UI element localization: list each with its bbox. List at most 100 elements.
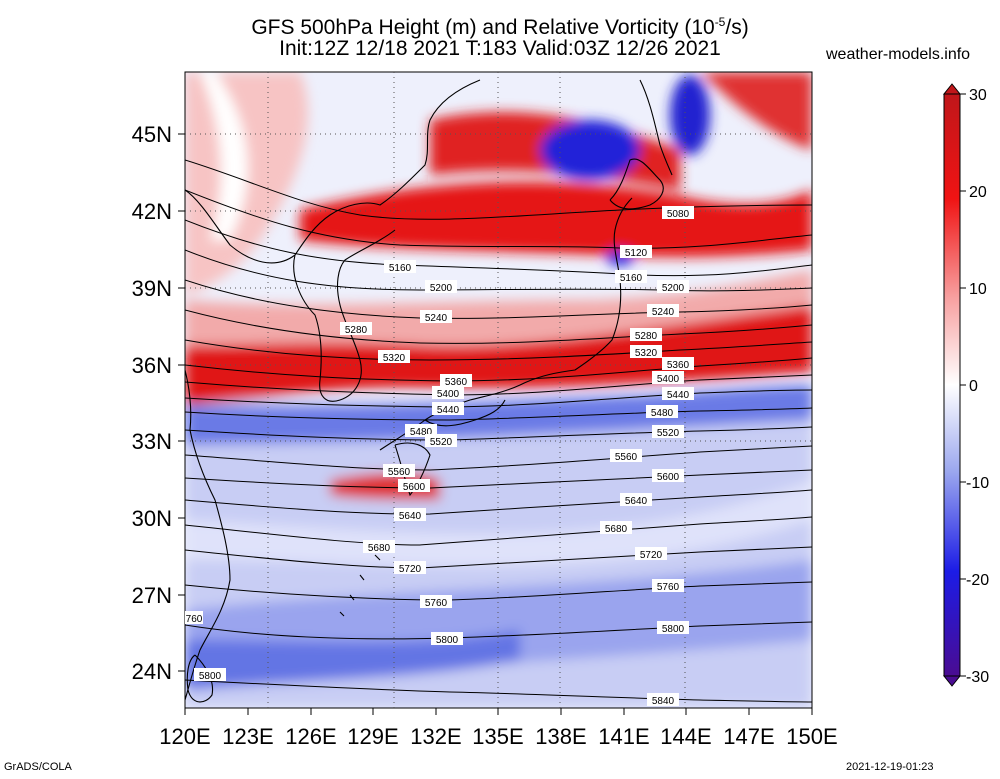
lat-label: 39N — [132, 276, 172, 301]
svg-text:5680: 5680 — [368, 543, 391, 554]
svg-text:5280: 5280 — [635, 331, 658, 342]
contour-label: 5480 — [646, 405, 678, 419]
contour-label: 5520 — [425, 434, 457, 448]
contour-label: 5720 — [394, 561, 426, 575]
lon-label: 147E — [723, 724, 774, 749]
lat-label: 24N — [132, 659, 172, 684]
svg-text:5520: 5520 — [430, 437, 453, 448]
site-credit: weather-models.info — [826, 46, 971, 63]
grid-lines — [185, 72, 812, 708]
svg-text:5160: 5160 — [389, 263, 412, 274]
contour-label: 5800 — [431, 632, 463, 646]
svg-text:5320: 5320 — [635, 348, 658, 359]
contour-label: 5640 — [620, 493, 652, 507]
lon-label: 150E — [786, 724, 837, 749]
svg-text:5560: 5560 — [388, 467, 411, 478]
contour-label: 5480 — [405, 424, 437, 438]
svg-text:5360: 5360 — [667, 360, 690, 371]
svg-text:5480: 5480 — [651, 408, 674, 419]
svg-text:5840: 5840 — [652, 696, 675, 707]
contour-label: 5840 — [647, 693, 679, 707]
lat-label: 42N — [132, 199, 172, 224]
svg-text:5200: 5200 — [430, 283, 453, 294]
svg-text:5280: 5280 — [345, 325, 368, 336]
contour-label: 5560 — [383, 464, 415, 478]
lat-label: 30N — [132, 506, 172, 531]
svg-text:5320: 5320 — [383, 353, 406, 364]
contour-label: 5720 — [635, 547, 667, 561]
colorbar-label: 30 — [969, 87, 987, 104]
contour-label: 760 — [185, 611, 203, 625]
contour-label: 5280 — [340, 322, 372, 336]
contour-label: 5240 — [420, 310, 452, 324]
lon-labels: 120E 123E 126E 129E 132E 135E 138E 141E … — [159, 724, 837, 749]
svg-text:5240: 5240 — [425, 313, 448, 324]
contour-label: 5200 — [657, 280, 689, 294]
lat-label: 36N — [132, 353, 172, 378]
contour-label: 5320 — [378, 350, 410, 364]
colorbar-label: 20 — [969, 184, 987, 201]
lon-label: 123E — [222, 724, 273, 749]
contour-label: 5080 — [662, 206, 694, 220]
contour-label: 5680 — [363, 540, 395, 554]
contour-label: 5360 — [662, 357, 694, 371]
svg-text:5200: 5200 — [662, 283, 685, 294]
lon-label: 132E — [410, 724, 461, 749]
contour-label: 5160 — [615, 270, 647, 284]
svg-text:5400: 5400 — [657, 374, 680, 385]
contour-label: 5800 — [657, 621, 689, 635]
height-contours — [185, 159, 812, 703]
chart-title-line1: GFS 500hPa Height (m) and Relative Vorti… — [251, 15, 749, 39]
contour-label: 5760 — [420, 595, 452, 609]
contour-label: 5600 — [398, 479, 430, 493]
contour-labels: 5080 5120 5160 5160 5200 5200 5240 5240 … — [185, 206, 694, 707]
contour-label: 5760 — [652, 579, 684, 593]
contour-label: 5160 — [384, 260, 416, 274]
svg-text:5440: 5440 — [437, 405, 460, 416]
contour-label: 5680 — [600, 521, 632, 535]
svg-text:5600: 5600 — [657, 472, 680, 483]
svg-text:5720: 5720 — [399, 564, 422, 575]
svg-text:5240: 5240 — [652, 307, 675, 318]
colorbar-label: -30 — [966, 669, 989, 686]
chart-title-line2: Init:12Z 12/18 2021 T:183 Valid:03Z 12/2… — [279, 37, 721, 60]
contour-label: 5560 — [610, 449, 642, 463]
contour-label: 5240 — [647, 304, 679, 318]
contour-label: 5600 — [652, 469, 684, 483]
colorbar-label: 10 — [969, 281, 987, 298]
lat-label: 27N — [132, 583, 172, 608]
colorbar-label: 0 — [969, 378, 978, 395]
colorbar: 30 20 10 0 -10 -20 -30 — [942, 83, 989, 687]
svg-text:5600: 5600 — [403, 482, 426, 493]
lat-labels: 45N 42N 39N 36N 33N 30N 27N 24N — [132, 122, 172, 684]
svg-text:5160: 5160 — [620, 273, 643, 284]
svg-text:5760: 5760 — [657, 582, 680, 593]
lon-label: 129E — [347, 724, 398, 749]
svg-text:5800: 5800 — [662, 624, 685, 635]
svg-text:5640: 5640 — [625, 496, 648, 507]
lon-label: 120E — [159, 724, 210, 749]
svg-text:5520: 5520 — [657, 428, 680, 439]
svg-text:5080: 5080 — [667, 209, 690, 220]
contour-label: 5640 — [394, 508, 426, 522]
svg-text:5360: 5360 — [445, 377, 468, 388]
svg-text:5440: 5440 — [667, 390, 690, 401]
svg-text:5680: 5680 — [605, 524, 628, 535]
contour-label: 5200 — [425, 280, 457, 294]
contour-label: 5320 — [630, 345, 662, 359]
lat-label: 33N — [132, 429, 172, 454]
lon-label: 141E — [598, 724, 649, 749]
contour-label: 5360 — [440, 374, 472, 388]
footer-credit: GrADS/COLA — [4, 761, 72, 773]
contour-label: 5120 — [620, 245, 652, 259]
contour-label: 5440 — [662, 387, 694, 401]
svg-text:5800: 5800 — [199, 671, 222, 682]
svg-text:5800: 5800 — [436, 635, 459, 646]
svg-text:5640: 5640 — [399, 511, 422, 522]
contour-label: 5280 — [630, 328, 662, 342]
contour-label: 5800 — [194, 668, 226, 682]
lon-label: 144E — [660, 724, 711, 749]
colorbar-label: -10 — [966, 475, 989, 492]
lon-label: 138E — [535, 724, 586, 749]
